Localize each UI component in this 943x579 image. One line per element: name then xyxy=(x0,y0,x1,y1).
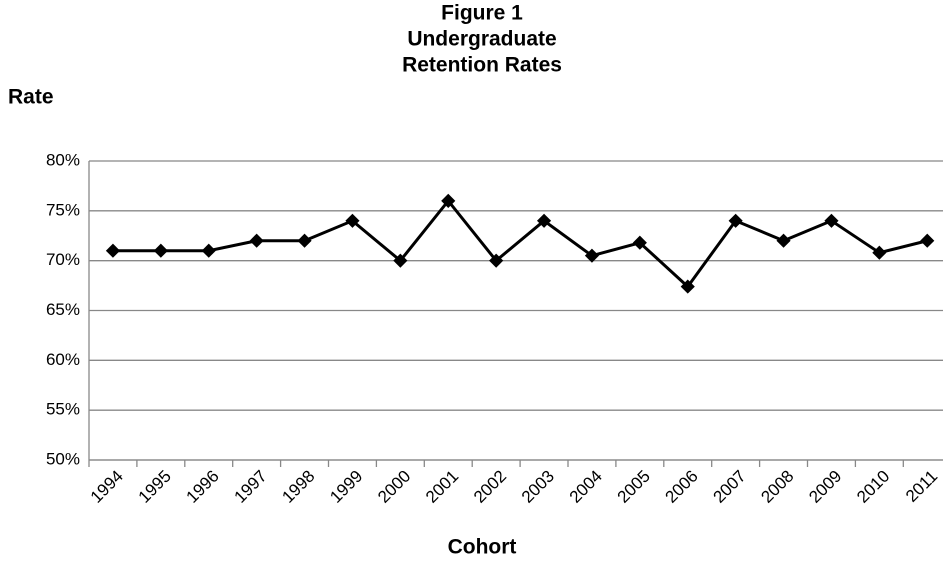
marker xyxy=(297,233,312,248)
y-tick-label: 65% xyxy=(46,300,80,319)
marker xyxy=(153,243,168,258)
marker xyxy=(920,233,935,248)
marker xyxy=(393,253,408,268)
y-tick-label: 55% xyxy=(46,400,80,419)
marker xyxy=(776,233,791,248)
marker xyxy=(441,193,456,208)
marker xyxy=(824,213,839,228)
marker xyxy=(728,213,743,228)
line xyxy=(112,198,928,289)
marker xyxy=(584,248,600,263)
y-axis-label: Rate xyxy=(8,86,54,109)
marker xyxy=(632,235,647,250)
x-tick-label: 1994 xyxy=(87,467,127,507)
marker xyxy=(872,245,887,260)
y-tick-label: 80% xyxy=(46,150,80,169)
x-axis-label: Cohort xyxy=(448,536,517,559)
x-tick-label: 2004 xyxy=(566,467,606,507)
x-tick-label: 2008 xyxy=(757,467,797,507)
y-tick-label: 50% xyxy=(46,449,80,468)
x-tick-label: 2010 xyxy=(853,467,893,507)
x-tick-label: 1996 xyxy=(183,467,223,507)
x-tick-label: 2011 xyxy=(902,467,941,506)
marker xyxy=(489,253,504,268)
marker xyxy=(201,243,216,258)
x-tick-label: 1995 xyxy=(135,467,175,507)
x-tick-label: 2001 xyxy=(422,467,462,507)
x-tick-label: 2003 xyxy=(518,467,558,507)
x-tick-label: 2002 xyxy=(470,467,510,507)
chart-title: Retention Rates xyxy=(402,54,562,77)
marker xyxy=(536,213,552,228)
y-tick-label: 75% xyxy=(46,200,80,219)
marker xyxy=(680,279,695,294)
x-tick-label: 2006 xyxy=(662,467,702,507)
x-tick-label: 1999 xyxy=(326,467,366,507)
x-tick-label: 1998 xyxy=(278,467,318,507)
x-tick-label: 2005 xyxy=(614,467,654,507)
x-tick-label: 2007 xyxy=(709,467,749,507)
marker xyxy=(105,243,121,258)
chart-title: Undergraduate xyxy=(407,28,556,51)
marker xyxy=(249,233,264,248)
x-tick-label: 2000 xyxy=(374,467,414,507)
y-tick-label: 70% xyxy=(46,250,80,269)
x-tick-label: 2009 xyxy=(805,467,845,507)
marker xyxy=(345,213,360,228)
chart-title: Figure 1 xyxy=(441,2,523,25)
y-tick-label: 60% xyxy=(46,350,80,369)
x-tick-label: 1997 xyxy=(230,467,270,507)
